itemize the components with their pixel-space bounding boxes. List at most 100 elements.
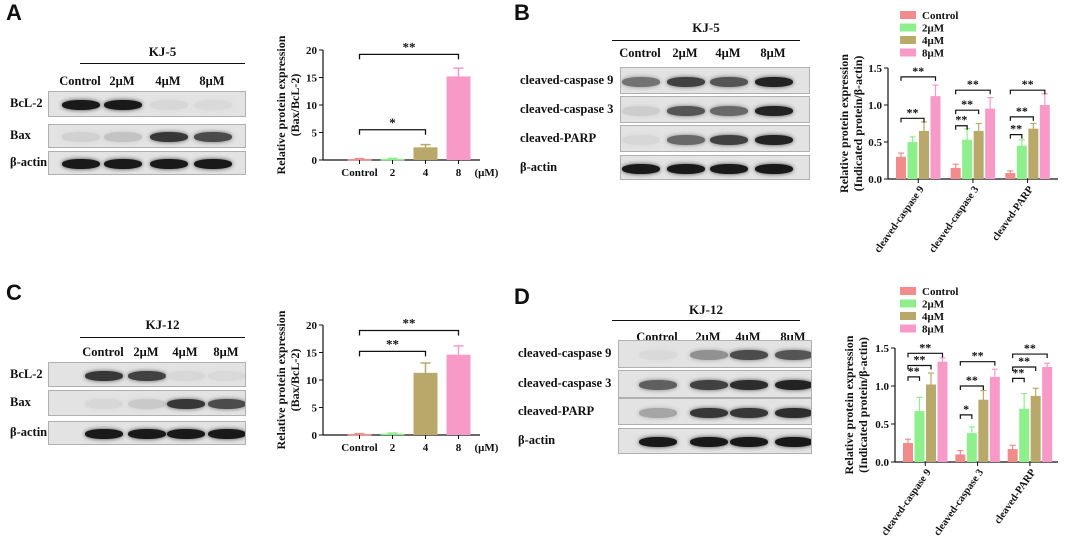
y-tick-label: 15	[306, 348, 318, 360]
legend-swatch	[900, 312, 916, 320]
blot-band	[167, 399, 205, 409]
blot-band	[690, 350, 728, 360]
blot-band	[690, 380, 728, 390]
bar	[914, 411, 925, 462]
bar	[1016, 145, 1027, 179]
blot-row-label: cleaved-PARP	[520, 130, 597, 145]
bar	[926, 384, 936, 462]
x-tick-label: Control	[341, 167, 377, 179]
blot-strip	[620, 67, 810, 94]
blot-row-label: cleaved-caspase 9	[520, 72, 614, 87]
significance-label: **	[403, 316, 416, 331]
blot-band	[62, 132, 100, 142]
blot-band	[150, 132, 188, 142]
legend-label: 2μM	[922, 23, 945, 35]
significance-label: **	[1012, 365, 1024, 379]
significance-bracket	[955, 109, 980, 115]
blot-band	[667, 134, 705, 145]
blot-band	[710, 76, 748, 87]
blot-row-label: β-actin	[518, 433, 556, 447]
blot-strip	[48, 151, 246, 175]
bar	[446, 76, 471, 160]
blot-band	[622, 163, 660, 174]
legend-swatch	[900, 299, 916, 308]
x-tick-label: 4	[423, 167, 429, 179]
legend-swatch	[900, 11, 916, 19]
blot-row-label: Bax	[10, 128, 31, 142]
panel-letter-c: C	[6, 280, 22, 305]
bar	[380, 158, 405, 161]
blot-band	[62, 100, 100, 110]
blot-strip	[48, 362, 246, 387]
bar	[413, 372, 438, 435]
significance-bracket	[1009, 116, 1034, 121]
blot-strip	[48, 124, 246, 148]
blot-band	[85, 399, 123, 409]
blot-title: KJ-5	[692, 20, 720, 35]
blot-band	[775, 437, 811, 447]
y-tick-label: 15	[306, 73, 318, 85]
significance-label: **	[914, 352, 926, 366]
blot-title-underline	[80, 337, 245, 338]
bar	[1030, 395, 1041, 462]
blot-band	[755, 76, 793, 87]
y-tick-label: 1.5	[875, 343, 889, 355]
legend-label: 8μM	[922, 48, 945, 60]
significance-bracket	[358, 350, 427, 357]
significance-label: **	[403, 39, 416, 54]
blot-band	[194, 100, 232, 110]
y-tick-label: 0	[312, 155, 318, 167]
bar	[919, 130, 929, 179]
y-tick-label: 0	[312, 430, 318, 442]
blot-band	[775, 380, 811, 390]
legend-label: 4μM	[922, 311, 945, 323]
bar	[973, 130, 984, 179]
significance-bracket	[358, 129, 427, 135]
significance-bracket	[900, 117, 925, 123]
x-unit-label: (μM)	[475, 167, 499, 179]
y-tick-label: 1.5	[868, 63, 882, 75]
blot-row-label: β-actin	[10, 155, 48, 169]
significance-bracket	[959, 361, 996, 366]
x-tick-label: 8	[456, 442, 462, 454]
blot-band	[639, 437, 677, 447]
y-axis-label: (Bax/BcL-2)	[288, 74, 302, 137]
x-unit-label: (μM)	[475, 442, 499, 454]
blot-band	[150, 159, 188, 169]
blot-band	[730, 350, 768, 360]
bar	[966, 433, 977, 462]
blot-title: KJ-12	[145, 317, 180, 332]
significance-bracket	[959, 414, 973, 419]
y-tick-label: 10	[306, 375, 318, 387]
y-tick-label: 20	[306, 320, 318, 332]
blot-band	[710, 105, 748, 116]
significance-bracket	[1012, 377, 1025, 383]
blot-band	[667, 163, 705, 174]
lane-label: Control	[82, 345, 124, 359]
significance-bracket	[955, 125, 968, 130]
y-axis-label: Relative protein expression	[274, 310, 288, 449]
blot-row-label: β-actin	[10, 425, 48, 439]
blot-band	[622, 134, 660, 145]
blot-band	[755, 163, 793, 174]
bar	[1042, 367, 1053, 462]
y-axis-label: Relative protein expression	[274, 35, 288, 174]
blot-band	[639, 407, 677, 418]
lane-label: 2μM	[133, 345, 159, 359]
blot-band	[62, 159, 100, 169]
significance-label: **	[908, 364, 920, 378]
x-tick-label: cleaved-caspase 9	[880, 467, 934, 538]
bar	[1007, 449, 1018, 462]
legend-label: 2μM	[922, 299, 945, 311]
significance-label: **	[1010, 122, 1022, 136]
x-tick-label: cleaved-PARP	[993, 467, 1039, 526]
panel-letter-d: D	[514, 284, 530, 309]
y-tick-label: 0.5	[868, 137, 882, 149]
significance-label: *	[389, 115, 396, 130]
y-tick-label: 1.0	[875, 381, 889, 393]
bar	[446, 354, 471, 435]
significance-label: **	[961, 97, 973, 111]
